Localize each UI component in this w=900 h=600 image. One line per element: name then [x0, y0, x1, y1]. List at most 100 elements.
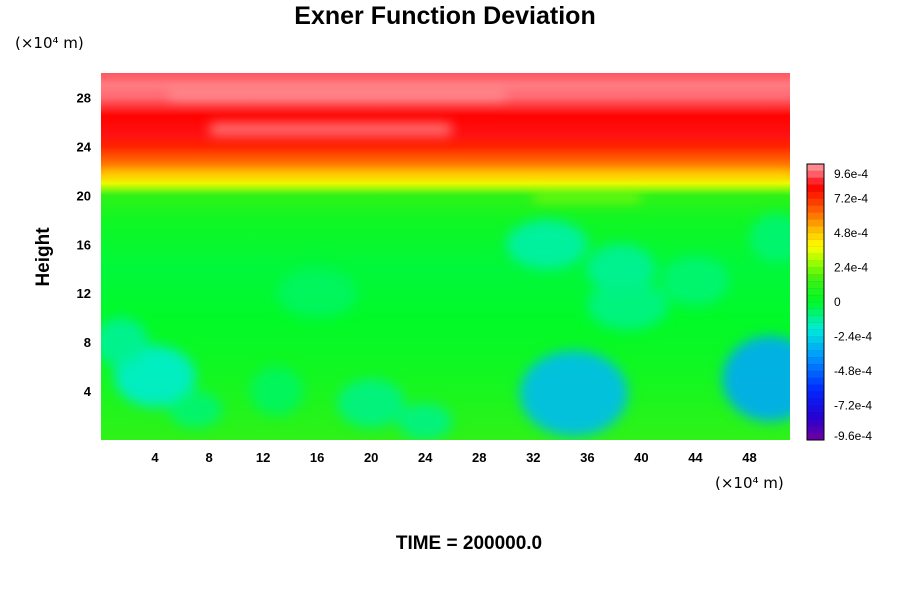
x-tick-label: 48 — [742, 450, 756, 465]
x-tick-label: 20 — [364, 450, 378, 465]
y-tick-label: 8 — [84, 335, 91, 350]
colorbar-level — [806, 281, 825, 289]
colorbar-tick-label: -7.2e-4 — [834, 399, 872, 413]
field-band-2 — [101, 172, 790, 179]
colorbar-level — [806, 205, 825, 213]
colorbar-level — [806, 294, 825, 303]
x-unit-label: (×10⁴ m) — [715, 474, 784, 492]
field-band-0 — [209, 123, 453, 135]
colorbar-levels — [806, 163, 825, 441]
x-tick-label: 28 — [472, 450, 486, 465]
colorbar-level — [806, 288, 825, 296]
x-tick-label: 24 — [418, 450, 433, 465]
field-anomaly-5 — [398, 403, 453, 440]
colorbar-level — [806, 239, 825, 248]
colorbar-tick-label: 2.4e-4 — [834, 261, 868, 275]
x-tick-label: 12 — [256, 450, 270, 465]
colorbar-level — [806, 232, 825, 241]
colorbar-level — [806, 336, 825, 344]
colorbar-level — [806, 329, 825, 338]
y-unit-label: (×10⁴ m) — [15, 34, 84, 52]
x-tick-label: 40 — [634, 450, 648, 465]
colorbar-level — [806, 253, 825, 262]
colorbar-level — [806, 370, 825, 379]
field-anomaly-10 — [749, 213, 790, 263]
field-anomaly-1 — [722, 336, 790, 422]
colorbar-level — [806, 267, 825, 275]
y-tick-label: 4 — [84, 384, 92, 399]
colorbar-tick-label: 4.8e-4 — [834, 226, 868, 240]
colorbar-level — [806, 212, 825, 220]
colorbar-tick-label: -2.4e-4 — [834, 330, 872, 344]
field-anomaly-11 — [168, 391, 223, 428]
colorbar-level — [806, 384, 825, 393]
colorbar-level — [806, 198, 825, 206]
x-tick-label: 44 — [688, 450, 703, 465]
colorbar-level — [806, 246, 825, 255]
colorbar-level — [806, 184, 825, 193]
colorbar-frame — [806, 163, 825, 441]
colorbar-ticks: 9.6e-4 7.2e-4 4.8e-4 2.4e-4 0 -2.4e-4 -4.8e-4 -… — [834, 167, 872, 443]
time-label: TIME = 200000.0 — [396, 533, 542, 554]
field-anomaly-6 — [506, 219, 588, 269]
field-anomaly-13 — [276, 268, 358, 318]
x-axis-ticks: 4 8 12 16 20 24 28 32 36 40 44 48 — [151, 450, 756, 465]
colorbar-level — [806, 357, 825, 365]
colorbar-level — [806, 405, 825, 413]
colorbar-level — [806, 350, 825, 358]
field-anomaly-12 — [249, 366, 304, 416]
colorbar-tick-label: 7.2e-4 — [834, 192, 868, 206]
colorbar-tick-label: -4.8e-4 — [834, 364, 872, 378]
colorbar-level — [806, 432, 825, 441]
colorbar-level — [806, 363, 825, 372]
colorbar-level — [806, 191, 825, 200]
colorbar-level — [806, 398, 825, 407]
colorbar-level — [806, 412, 825, 420]
x-tick-label: 8 — [205, 450, 212, 465]
y-axis-label: Height — [33, 227, 54, 287]
field-band-3 — [533, 194, 642, 201]
colorbar-tick-label: 9.6e-4 — [834, 167, 868, 181]
colorbar-level — [806, 225, 825, 234]
field-anomaly-0 — [519, 350, 628, 437]
x-tick-label: 16 — [310, 450, 324, 465]
colorbar-level — [806, 315, 825, 324]
field-anomaly-9 — [661, 256, 730, 306]
x-tick-label: 36 — [580, 450, 594, 465]
y-tick-label: 20 — [77, 188, 91, 203]
colorbar-level — [806, 301, 825, 310]
colorbar-level — [806, 260, 825, 269]
colorbar-level — [806, 343, 825, 351]
colorbar-level — [806, 274, 825, 282]
x-tick-label: 32 — [526, 450, 540, 465]
field-anomaly-3 — [101, 317, 149, 367]
plot-area — [101, 73, 790, 440]
y-tick-label: 16 — [77, 237, 91, 252]
y-tick-label: 12 — [77, 286, 91, 301]
colorbar-level — [806, 177, 825, 186]
field-anomaly-7 — [587, 244, 655, 294]
field-bands — [101, 91, 790, 201]
colorbar-level — [806, 308, 825, 317]
colorbar: 9.6e-4 7.2e-4 4.8e-4 2.4e-4 0 -2.4e-4 -4.8e-4 -… — [806, 163, 872, 443]
colorbar-level — [806, 377, 825, 386]
colorbar-tick-label: -9.6e-4 — [834, 429, 872, 443]
y-axis-ticks: 4 8 12 16 20 24 28 — [77, 90, 92, 399]
x-tick-label: 4 — [151, 450, 159, 465]
colorbar-level — [806, 322, 825, 331]
colorbar-tick-label: 0 — [834, 295, 841, 309]
field-anomaly-8 — [587, 280, 669, 330]
field-band-1 — [168, 91, 507, 99]
y-tick-label: 28 — [77, 90, 91, 105]
field-anomaly-4 — [337, 378, 405, 428]
colorbar-level — [806, 170, 825, 179]
colorbar-level — [806, 163, 825, 172]
colorbar-level — [806, 419, 825, 427]
colorbar-level — [806, 391, 825, 400]
field-anomalies — [101, 213, 790, 440]
chart-title: Exner Function Deviation — [294, 2, 595, 30]
colorbar-level — [806, 426, 825, 434]
y-tick-label: 24 — [77, 139, 92, 154]
colorbar-level — [806, 219, 825, 227]
